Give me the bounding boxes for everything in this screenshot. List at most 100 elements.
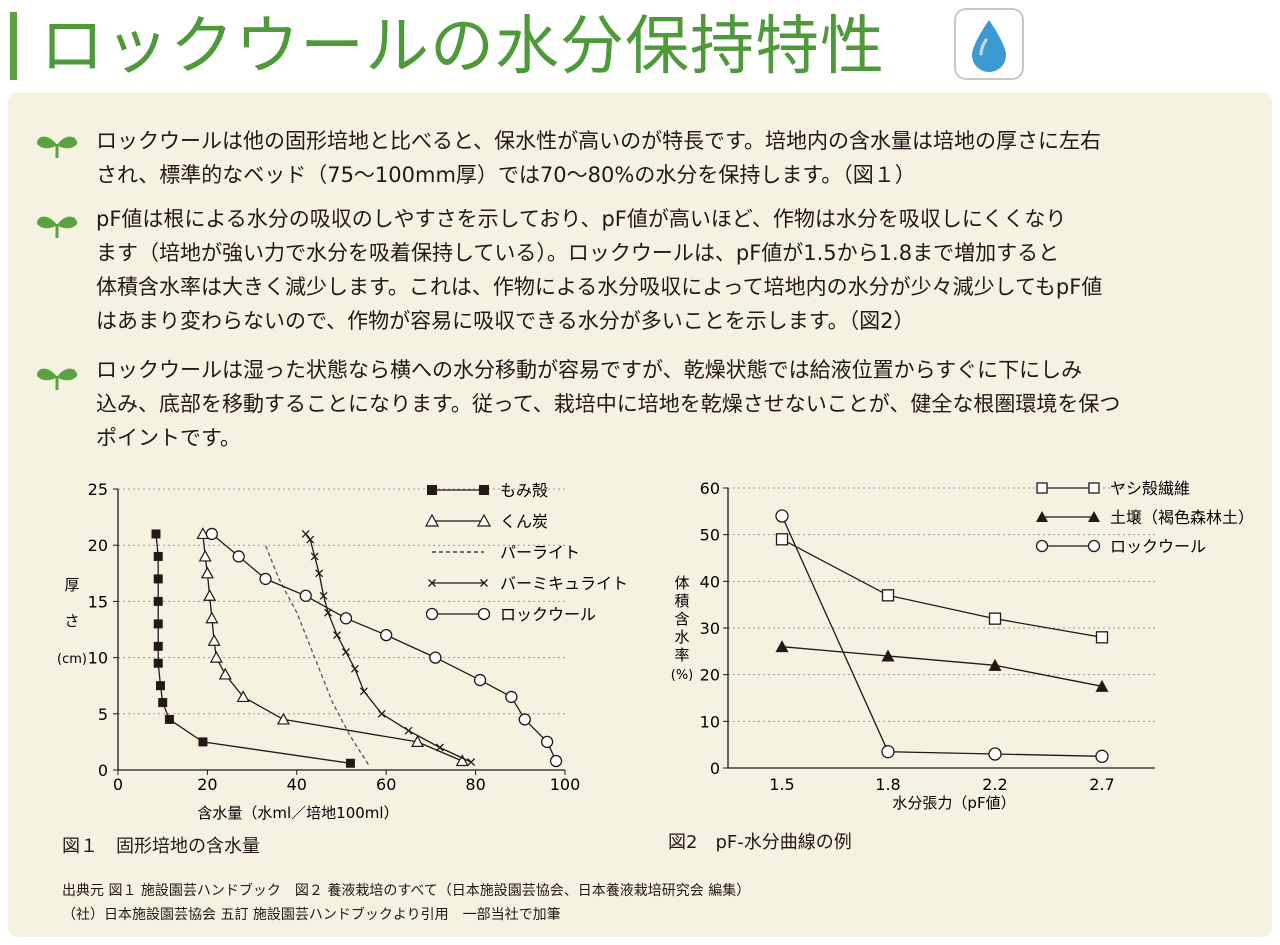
y-tick-label: 40 — [700, 572, 720, 591]
data-point — [1088, 511, 1100, 522]
paragraph-2: pF値は根による水分の吸収のしやすさを示しており、pF値が高いほど、作物は水分を… — [96, 202, 1236, 338]
data-point — [218, 667, 232, 680]
legend-label: もみ殻 — [500, 481, 548, 500]
data-point — [153, 658, 163, 668]
data-point — [467, 758, 476, 767]
y-axis-label-char: 率 — [674, 646, 689, 664]
series-line — [202, 533, 463, 762]
x-tick-label: 60 — [376, 775, 396, 794]
y-tick-label: 60 — [700, 479, 720, 498]
data-point — [480, 579, 488, 587]
sprout-icon — [36, 136, 78, 158]
data-point — [428, 579, 436, 587]
source-line: （社）日本施設園芸協会 五訂 施設園芸ハンドブックより引用 一部当社で加筆 — [62, 907, 561, 923]
series-バーミキュライト — [301, 530, 476, 767]
data-point — [1095, 679, 1109, 692]
data-point — [404, 726, 413, 735]
series-line — [781, 646, 1103, 687]
figure-2-chart: 0 10 20 30 40 50 60 1.5 1.8 2.2 2.7 ヤシ殻繊維土壌（褐色森林土）… — [671, 479, 1254, 812]
y-tick-label: 0 — [710, 759, 720, 778]
data-point — [424, 513, 440, 527]
paragraph-line: ます（培地が強い力で水分を吸着保持している）。ロックウールは、pF値が1.5から… — [96, 241, 1060, 265]
data-point — [775, 509, 789, 523]
y-axis-label-char: 積 — [674, 592, 689, 610]
data-point — [333, 631, 341, 640]
data-point — [359, 687, 368, 696]
data-point — [315, 569, 324, 578]
data-point — [205, 611, 219, 624]
data-point — [549, 754, 563, 768]
data-point — [1035, 539, 1049, 553]
y-tick-label: 15 — [88, 592, 108, 611]
data-point — [319, 591, 328, 600]
data-point — [153, 641, 163, 651]
legend-item: もみ殻 — [427, 481, 548, 500]
data-point — [881, 649, 895, 662]
data-point — [881, 745, 895, 759]
y-tick-label: 50 — [700, 526, 720, 545]
data-point — [153, 551, 163, 561]
data-point — [151, 529, 161, 539]
series-line — [264, 544, 369, 765]
data-point — [301, 530, 310, 538]
y-tick-label: 20 — [88, 536, 108, 555]
data-point — [380, 628, 393, 642]
legend-label: ヤシ殻繊維 — [1110, 479, 1190, 498]
data-point — [339, 612, 353, 625]
data-point — [1095, 749, 1109, 763]
y-axis-label-char: さ — [64, 612, 79, 630]
x-tick-label: 80 — [465, 775, 485, 794]
figure-1-caption: 図１ 固形培地の含水量 — [62, 836, 260, 857]
paragraph-line: はあまり変わらないので、作物が容易に吸収できる水分が多いことを示します。（図2） — [96, 309, 915, 333]
x-tick-label: 1.5 — [769, 775, 794, 794]
sprout-icon — [36, 216, 78, 238]
y-tick-label: 25 — [88, 480, 108, 499]
sprout-icon — [36, 368, 78, 390]
y-axis-label-char: 体 — [674, 574, 689, 592]
series-土壌（褐色森林土） — [775, 640, 1109, 692]
data-point — [455, 754, 469, 767]
data-point — [232, 550, 245, 563]
data-point — [155, 681, 165, 691]
y-tick-label: 30 — [700, 619, 720, 638]
data-point — [158, 698, 168, 708]
figure-1-chart: 0 5 10 15 20 25 0 20 40 60 80 100 もみ殻くん炭パーライトバーミキュラ… — [57, 480, 628, 822]
legend-item: ロックウール — [425, 605, 596, 624]
data-point — [479, 485, 489, 495]
x-tick-label: 100 — [550, 775, 581, 794]
legend-item: ロックウール — [1035, 537, 1206, 556]
y-axis-label-char: 水 — [674, 628, 689, 646]
data-point — [198, 549, 212, 562]
x-tick-label: 0 — [113, 775, 123, 794]
legend-item: ヤシ殻繊維 — [1036, 479, 1190, 498]
paragraph-1: ロックウールは他の固形培地と比べると、保水性が高いのが特長です。培地内の含水量は… — [96, 124, 1236, 192]
series-line — [211, 533, 557, 762]
y-axis-label-char: 含 — [674, 610, 689, 628]
data-point — [540, 735, 554, 749]
source-line: 出典元 図１ 施設園芸ハンドブック 図２ 養液栽培のすべて（日本施設園芸協会、日… — [62, 883, 751, 899]
x-tick-label: 2.2 — [982, 775, 1007, 794]
data-point — [429, 651, 442, 664]
legend-label: ロックウール — [1110, 537, 1206, 556]
data-point — [205, 527, 219, 541]
data-point — [153, 596, 163, 606]
legend-item: くん炭 — [424, 512, 548, 531]
paragraph-3: ロックウールは湿った状態なら横への水分移動が容易ですが、乾燥状態では給液位置から… — [96, 353, 1236, 455]
data-point — [988, 658, 1002, 671]
legend-label: ロックウール — [500, 605, 596, 624]
series-line — [305, 533, 472, 763]
x-tick-label: 40 — [287, 775, 307, 794]
data-point — [153, 574, 163, 584]
data-point — [775, 640, 789, 653]
paragraph-line: pF値は根による水分の吸収のしやすさを示しており、pF値が高いほど、作物は水分を… — [96, 207, 1067, 231]
data-point — [988, 612, 1002, 625]
series-line — [781, 515, 1103, 757]
data-point — [410, 735, 425, 747]
legend-label: 土壌（褐色森林土） — [1110, 508, 1254, 527]
data-point — [306, 535, 315, 544]
data-point — [203, 589, 217, 601]
data-point — [1036, 511, 1048, 522]
data-point — [209, 650, 223, 663]
legend-label: くん炭 — [500, 512, 548, 531]
x-tick-label: 2.7 — [1089, 775, 1114, 794]
